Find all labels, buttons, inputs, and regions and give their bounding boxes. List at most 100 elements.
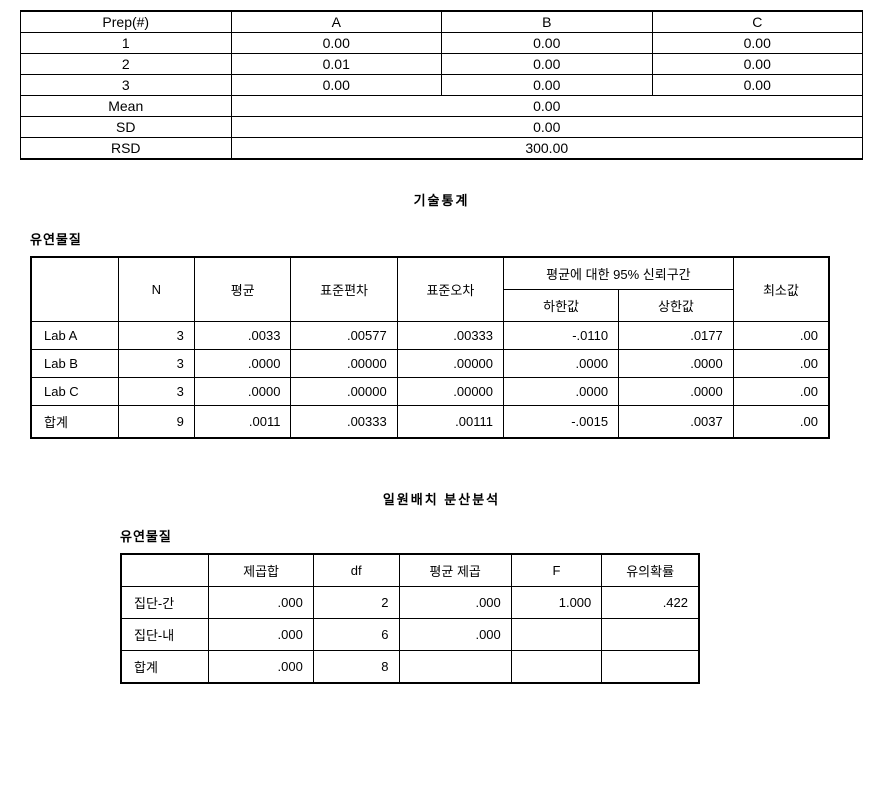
cell-df: 6 — [313, 619, 399, 651]
cell-ss: .000 — [209, 651, 313, 684]
col-n: N — [118, 257, 194, 322]
col-df: df — [313, 554, 399, 587]
cell-sig — [602, 619, 699, 651]
cell-n: 9 — [118, 406, 194, 439]
cell-lo: .0000 — [504, 350, 619, 378]
anova-table: 제곱합 df 평균 제곱 F 유의확률 집단-간 .000 2 .000 1.0… — [120, 553, 700, 684]
col-blank — [31, 257, 118, 322]
cell-se: .00000 — [397, 378, 503, 406]
col-se: 표준오차 — [397, 257, 503, 322]
cell-f — [511, 619, 602, 651]
col-ci-lo: 하한값 — [504, 290, 619, 322]
table-row: Lab C 3 .0000 .00000 .00000 .0000 .0000 … — [31, 378, 829, 406]
summary-row: Mean 0.00 — [21, 96, 863, 117]
cell-lab: 합계 — [121, 651, 209, 684]
table-row: 3 0.00 0.00 0.00 — [21, 75, 863, 96]
prep-table: Prep(#) A B C 1 0.00 0.00 0.00 2 0.01 0.… — [20, 10, 863, 160]
cell-label: RSD — [21, 138, 232, 160]
col-sd: 표준편차 — [291, 257, 397, 322]
cell-lo: -.0110 — [504, 322, 619, 350]
cell-a: 0.01 — [231, 54, 442, 75]
sublabel-substance-1: 유연물질 — [30, 229, 863, 248]
col-ss: 제곱합 — [209, 554, 313, 587]
cell-lo: .0000 — [504, 378, 619, 406]
cell-c: 0.00 — [652, 33, 863, 54]
cell-min: .00 — [733, 350, 829, 378]
anova-title: 일원배치 분산분석 — [20, 489, 863, 508]
summary-row: RSD 300.00 — [21, 138, 863, 160]
cell-min: .00 — [733, 406, 829, 439]
col-sig: 유의확률 — [602, 554, 699, 587]
col-ci-hi: 상한값 — [619, 290, 734, 322]
cell-df: 8 — [313, 651, 399, 684]
cell-df: 2 — [313, 587, 399, 619]
descriptive-stats-title: 기술통계 — [20, 190, 863, 209]
cell-hi: .0000 — [619, 350, 734, 378]
col-mean: 평균 — [194, 257, 291, 322]
col-prep: Prep(#) — [21, 11, 232, 33]
cell-label: Mean — [21, 96, 232, 117]
table-row: Lab B 3 .0000 .00000 .00000 .0000 .0000 … — [31, 350, 829, 378]
cell-lo: -.0015 — [504, 406, 619, 439]
col-ms: 평균 제곱 — [399, 554, 511, 587]
cell-min: .00 — [733, 322, 829, 350]
cell-hi: .0037 — [619, 406, 734, 439]
cell-n: 3 — [118, 378, 194, 406]
cell-ss: .000 — [209, 587, 313, 619]
cell-c: 0.00 — [652, 54, 863, 75]
cell-sig — [602, 651, 699, 684]
cell-f: 1.000 — [511, 587, 602, 619]
cell-sd: .00577 — [291, 322, 397, 350]
cell-sd: .00000 — [291, 350, 397, 378]
cell-sd: .00333 — [291, 406, 397, 439]
cell-min: .00 — [733, 378, 829, 406]
cell-lab: Lab A — [31, 322, 118, 350]
cell-a: 0.00 — [231, 75, 442, 96]
cell-sig: .422 — [602, 587, 699, 619]
table-row: 집단-내 .000 6 .000 — [121, 619, 699, 651]
cell-label: 3 — [21, 75, 232, 96]
cell-a: 0.00 — [231, 33, 442, 54]
cell-label: 2 — [21, 54, 232, 75]
cell-se: .00111 — [397, 406, 503, 439]
cell-mean: .0033 — [194, 322, 291, 350]
cell-hi: .0000 — [619, 378, 734, 406]
cell-ms: .000 — [399, 587, 511, 619]
table-row: 합계 9 .0011 .00333 .00111 -.0015 .0037 .0… — [31, 406, 829, 439]
cell-n: 3 — [118, 350, 194, 378]
cell-label: 1 — [21, 33, 232, 54]
cell-lab: 집단-간 — [121, 587, 209, 619]
cell-hi: .0177 — [619, 322, 734, 350]
col-c: C — [652, 11, 863, 33]
col-blank — [121, 554, 209, 587]
table-row: 집단-간 .000 2 .000 1.000 .422 — [121, 587, 699, 619]
descriptive-stats-table: N 평균 표준편차 표준오차 평균에 대한 95% 신뢰구간 최소값 하한값 상… — [30, 256, 830, 439]
cell-se: .00000 — [397, 350, 503, 378]
cell-lab: Lab B — [31, 350, 118, 378]
table-row: 1 0.00 0.00 0.00 — [21, 33, 863, 54]
col-a: A — [231, 11, 442, 33]
cell-c: 0.00 — [652, 75, 863, 96]
col-b: B — [442, 11, 653, 33]
cell-lab: 집단-내 — [121, 619, 209, 651]
cell-f — [511, 651, 602, 684]
cell-b: 0.00 — [442, 33, 653, 54]
table-row: Lab A 3 .0033 .00577 .00333 -.0110 .0177… — [31, 322, 829, 350]
table-row: 합계 .000 8 — [121, 651, 699, 684]
cell-value: 0.00 — [231, 96, 863, 117]
cell-lab: 합계 — [31, 406, 118, 439]
col-f: F — [511, 554, 602, 587]
cell-mean: .0000 — [194, 350, 291, 378]
cell-sd: .00000 — [291, 378, 397, 406]
cell-b: 0.00 — [442, 54, 653, 75]
cell-ms: .000 — [399, 619, 511, 651]
cell-lab: Lab C — [31, 378, 118, 406]
col-min: 최소값 — [733, 257, 829, 322]
cell-b: 0.00 — [442, 75, 653, 96]
summary-row: SD 0.00 — [21, 117, 863, 138]
cell-label: SD — [21, 117, 232, 138]
cell-se: .00333 — [397, 322, 503, 350]
cell-ss: .000 — [209, 619, 313, 651]
cell-value: 0.00 — [231, 117, 863, 138]
col-ci-group: 평균에 대한 95% 신뢰구간 — [504, 257, 734, 290]
